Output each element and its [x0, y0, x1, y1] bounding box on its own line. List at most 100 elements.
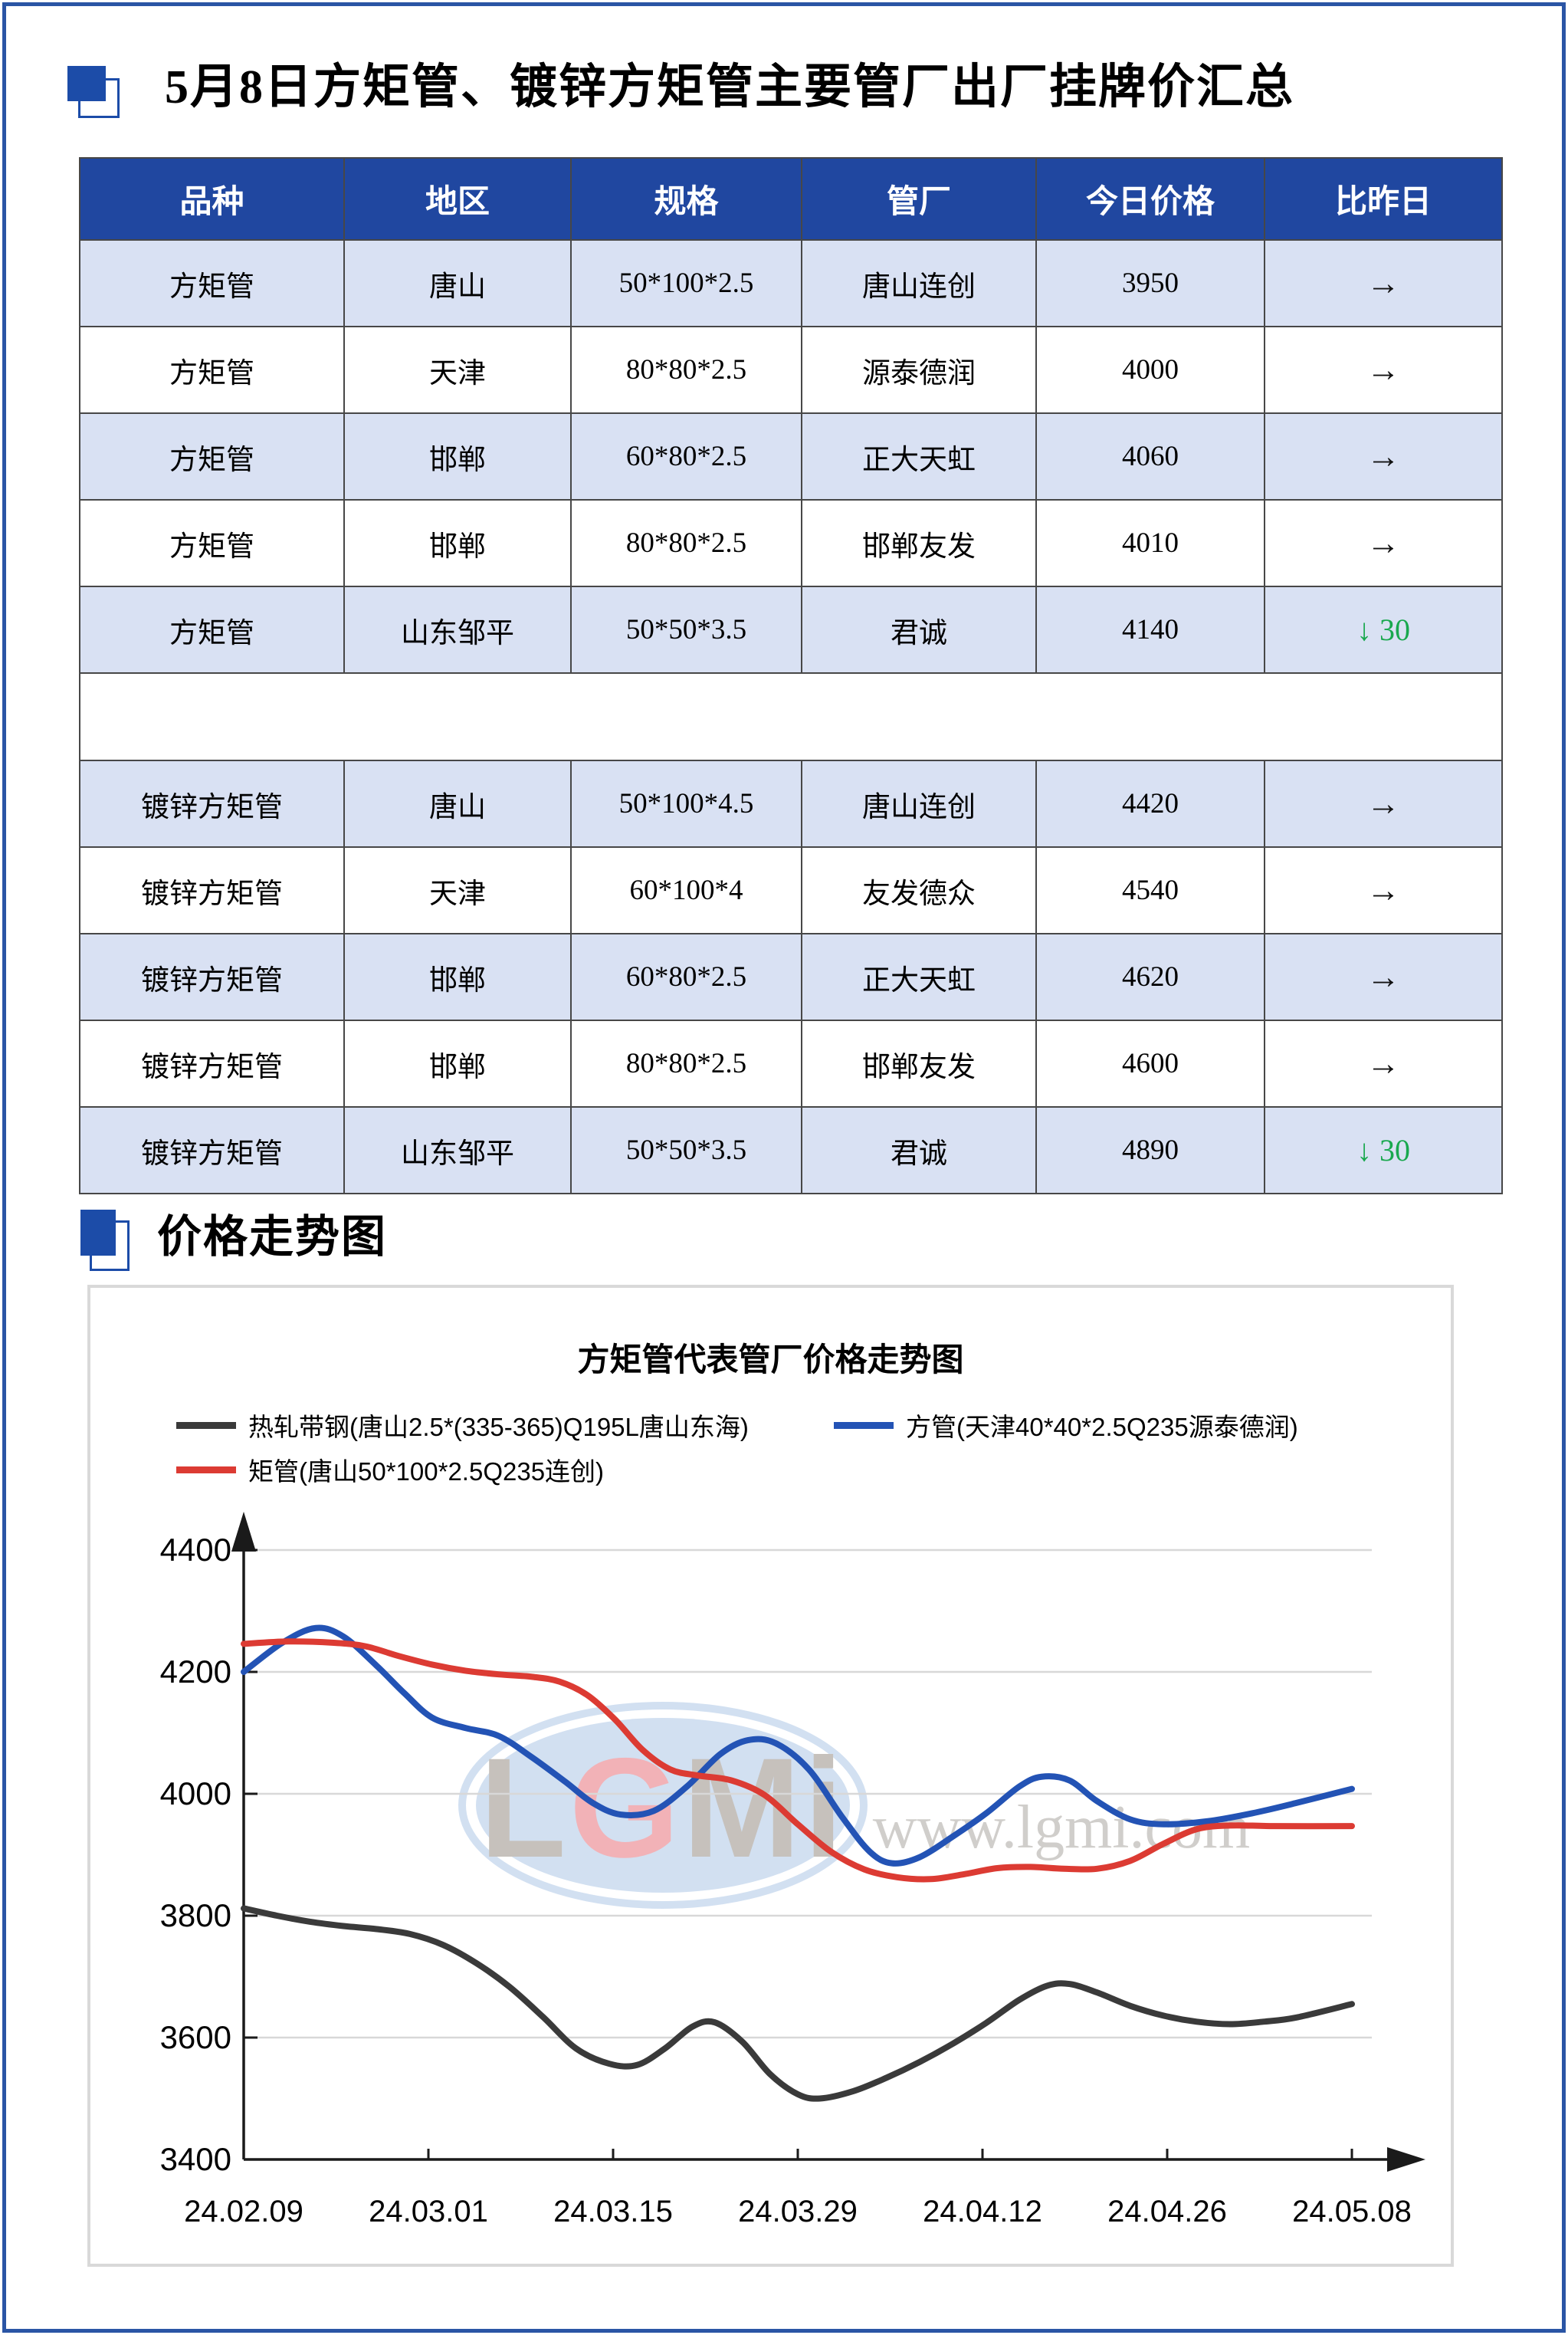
section-bullet-icon — [80, 1210, 134, 1271]
cell-change: → — [1264, 326, 1503, 414]
cell-variety: 方矩管 — [79, 499, 345, 587]
cell-variety: 方矩管 — [79, 412, 345, 501]
flat-arrow-indicator: → — [1366, 351, 1400, 389]
cell-price: 4620 — [1035, 933, 1265, 1021]
cell-factory: 邯郸友发 — [801, 499, 1037, 587]
cell-price: 4420 — [1035, 760, 1265, 848]
column-header-2: 规格 — [570, 157, 802, 241]
series-line-0 — [241, 1905, 1355, 2102]
cell-region: 天津 — [343, 846, 572, 934]
cell-variety: 镀锌方矩管 — [79, 1020, 345, 1108]
price-table: 品种 地区 规格 管厂 今日价格 比昨日 方矩管 唐山 50*100*2.5 唐山连创 3950 →… — [79, 157, 1503, 1194]
xtick-label-3: 24.03.29 — [738, 2195, 858, 2228]
cell-spec: 50*100*4.5 — [570, 760, 802, 848]
cell-factory: 唐山连创 — [801, 239, 1037, 327]
group-separator-row — [79, 672, 1503, 761]
legend-label: 方管(天津40*40*2.5Q235源泰德润) — [906, 1413, 1298, 1441]
cell-change: → — [1264, 933, 1503, 1021]
cell-factory: 邯郸友发 — [801, 1020, 1037, 1108]
legend-label: 矩管(唐山50*100*2.5Q235连创) — [248, 1457, 605, 1486]
title-bullet-icon — [67, 66, 121, 120]
cell-variety: 镀锌方矩管 — [79, 1106, 345, 1194]
column-header-5: 比昨日 — [1264, 157, 1503, 241]
cell-factory: 君诚 — [801, 586, 1037, 674]
table-row: 方矩管 邯郸 80*80*2.5 邯郸友发 4010 → — [79, 499, 1503, 587]
ytick-label-3800: 3800 — [160, 1897, 231, 1933]
flat-arrow-indicator: → — [1366, 264, 1400, 302]
ytick-label-3400: 3400 — [160, 2141, 231, 2177]
cell-variety: 方矩管 — [79, 239, 345, 327]
flat-arrow-indicator: → — [1366, 1045, 1400, 1082]
xtick-label-4: 24.04.12 — [923, 2195, 1042, 2228]
cell-variety: 镀锌方矩管 — [79, 846, 345, 934]
table-row: 方矩管 天津 80*80*2.5 源泰德润 4000 → — [79, 326, 1503, 414]
flat-arrow-indicator: → — [1366, 872, 1400, 909]
xtick-label-5: 24.04.26 — [1107, 2195, 1227, 2228]
xtick-label-1: 24.03.01 — [369, 2195, 488, 2228]
cell-spec: 60*80*2.5 — [570, 933, 802, 1021]
section-title: 价格走势图 — [157, 1212, 388, 1262]
lgmi-watermark: LGMi www.lgmi.com — [458, 1702, 1250, 1909]
flat-arrow-indicator: → — [1366, 785, 1400, 823]
cell-spec: 50*50*3.5 — [570, 1106, 802, 1194]
cell-spec: 50*50*3.5 — [570, 586, 802, 674]
page-title: 5月8日方矩管、镀锌方矩管主要管厂出厂挂牌价汇总 — [165, 61, 1295, 113]
table-row: 镀锌方矩管 天津 60*100*4 友发德众 4540 → — [79, 846, 1503, 934]
cell-factory: 唐山连创 — [801, 760, 1037, 848]
trend-line-chart: LGMi www.lgmi.com 3400 3600 3800 4000 4200 4400… — [160, 1512, 1425, 2228]
series-line-2 — [241, 1638, 1355, 1883]
table-row: 镀锌方矩管 山东邹平 50*50*3.5 君诚 4890 ↓ 30 — [79, 1106, 1503, 1194]
separator-cell — [79, 672, 1503, 761]
cell-factory: 源泰德润 — [801, 326, 1037, 414]
cell-price: 4000 — [1035, 326, 1265, 414]
cell-variety: 镀锌方矩管 — [79, 933, 345, 1021]
flat-arrow-indicator: → — [1366, 438, 1400, 475]
ytick-label-4400: 4400 — [160, 1532, 231, 1568]
cell-price: 4540 — [1035, 846, 1265, 934]
column-header-0: 品种 — [79, 157, 345, 241]
legend-line-marker — [176, 1466, 236, 1473]
down-arrow-indicator: ↓ 30 — [1356, 612, 1410, 647]
cell-spec: 80*80*2.5 — [570, 499, 802, 587]
cell-factory: 君诚 — [801, 1106, 1037, 1194]
cell-region: 邯郸 — [343, 933, 572, 1021]
cell-change: → — [1264, 846, 1503, 934]
cell-price: 4140 — [1035, 586, 1265, 674]
cell-change: → — [1264, 499, 1503, 587]
legend-item-1: 方管(天津40*40*2.5Q235源泰德润) — [834, 1407, 1298, 1443]
chart-title: 方矩管代表管厂价格走势图 — [577, 1342, 964, 1378]
cell-region: 山东邹平 — [343, 1106, 572, 1194]
cell-spec: 50*100*2.5 — [570, 239, 802, 327]
cell-variety: 方矩管 — [79, 586, 345, 674]
table-row: 方矩管 邯郸 60*80*2.5 正大天虹 4060 → — [79, 412, 1503, 501]
y-axis-arrow-icon — [231, 1512, 256, 1552]
table-row: 方矩管 山东邹平 50*50*3.5 君诚 4140 ↓ 30 — [79, 586, 1503, 674]
legend-line-marker — [834, 1421, 894, 1429]
cell-change: ↓ 30 — [1264, 1106, 1503, 1194]
flat-arrow-indicator: → — [1366, 524, 1400, 562]
cell-region: 天津 — [343, 326, 572, 414]
table-row: 方矩管 唐山 50*100*2.5 唐山连创 3950 → — [79, 239, 1503, 327]
cell-factory: 正大天虹 — [801, 412, 1037, 501]
cell-price: 3950 — [1035, 239, 1265, 327]
ytick-label-3600: 3600 — [160, 2019, 231, 2055]
table-row: 镀锌方矩管 唐山 50*100*4.5 唐山连创 4420 → — [79, 760, 1503, 848]
cell-price: 4060 — [1035, 412, 1265, 501]
cell-spec: 80*80*2.5 — [570, 326, 802, 414]
cell-change: → — [1264, 1020, 1503, 1108]
cell-region: 邯郸 — [343, 499, 572, 587]
ytick-label-4200: 4200 — [160, 1654, 231, 1690]
cell-price: 4600 — [1035, 1020, 1265, 1108]
cell-region: 唐山 — [343, 239, 572, 327]
table-row: 镀锌方矩管 邯郸 60*80*2.5 正大天虹 4620 → — [79, 933, 1503, 1021]
cell-spec: 80*80*2.5 — [570, 1020, 802, 1108]
table-row: 镀锌方矩管 邯郸 80*80*2.5 邯郸友发 4600 → — [79, 1020, 1503, 1108]
series-line-1 — [241, 1624, 1355, 1867]
cell-change: ↓ 30 — [1264, 586, 1503, 674]
column-header-1: 地区 — [343, 157, 572, 241]
cell-price: 4890 — [1035, 1106, 1265, 1194]
cell-price: 4010 — [1035, 499, 1265, 587]
cell-region: 唐山 — [343, 760, 572, 848]
xtick-label-6: 24.05.08 — [1292, 2195, 1412, 2228]
